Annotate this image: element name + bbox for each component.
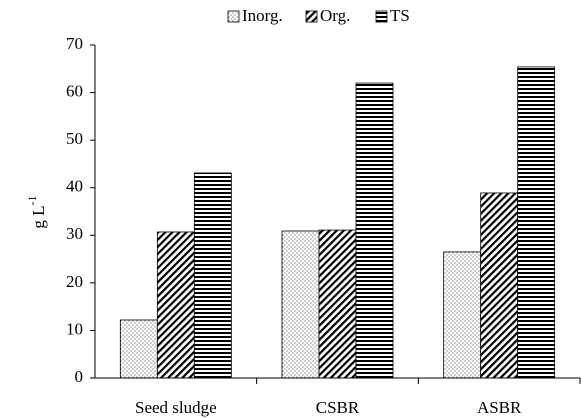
y-tick-label: 0	[75, 367, 84, 386]
y-tick-label: 10	[66, 319, 83, 338]
bar	[517, 66, 556, 379]
x-tick-label: Seed sludge	[135, 398, 217, 417]
y-tick-label: 60	[66, 81, 83, 100]
y-axis-label: g L-1	[25, 195, 48, 228]
bar	[480, 192, 519, 379]
y-label-sup: -1	[25, 195, 39, 205]
legend-label: TS	[390, 6, 410, 25]
bar	[156, 231, 195, 379]
bar	[119, 319, 158, 379]
y-tick-label: 70	[66, 34, 83, 53]
bar	[193, 172, 232, 379]
bar	[443, 251, 482, 379]
y-tick-label: 20	[66, 272, 83, 291]
bar	[318, 229, 357, 379]
legend-label: Inorg.	[242, 6, 283, 25]
legend-swatch	[375, 10, 388, 23]
legend-swatch	[305, 10, 318, 23]
bar	[355, 82, 394, 379]
legend-swatch	[227, 10, 240, 23]
y-tick-label: 50	[66, 129, 83, 148]
y-tick-label: 30	[66, 224, 83, 243]
x-tick-label: ASBR	[477, 398, 522, 417]
y-label-text: g L	[29, 205, 48, 228]
bar	[281, 230, 320, 379]
legend-label: Org.	[320, 6, 350, 25]
x-tick-label: CSBR	[316, 398, 360, 417]
y-tick-label: 40	[66, 177, 83, 196]
